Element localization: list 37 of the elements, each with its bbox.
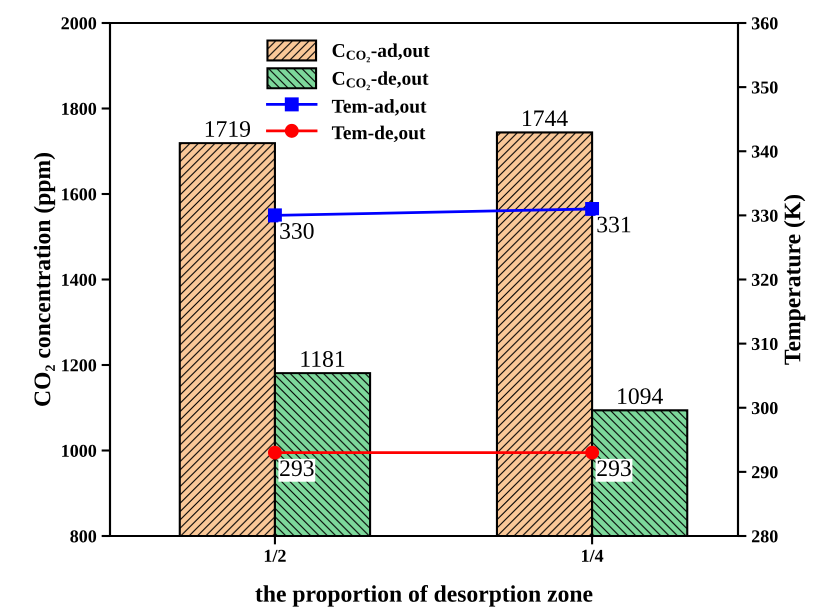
y2-tick-label: 290 <box>752 466 778 478</box>
y-tick-label: 1600 <box>62 188 96 200</box>
data-label: 331 <box>597 216 630 233</box>
y2-axis-title: Temperature (K) <box>784 194 806 365</box>
legend-label: C$_{CO₂}$-ad,out <box>332 43 430 62</box>
y2-tick-label: 310 <box>752 338 778 350</box>
data-label: 1094 <box>618 388 663 404</box>
data-label: 293 <box>597 460 631 476</box>
y-axis-title: CO₂ concentration (ppm) <box>34 153 56 406</box>
y2-tick-label: 340 <box>752 146 778 158</box>
x-tick-label: 1/2 <box>264 550 286 562</box>
point <box>585 202 600 216</box>
x-tick-label: 1/4 <box>582 550 604 562</box>
y-tick-label: 1200 <box>62 359 96 372</box>
data-label: 1719 <box>206 121 250 137</box>
x-axis-title: the proportion of desorption zone <box>255 585 592 607</box>
point <box>585 446 600 460</box>
y2-tick-label: 360 <box>752 17 778 30</box>
y-tick-label: 2000 <box>61 17 96 30</box>
y-tick-label: 800 <box>70 530 96 542</box>
point <box>268 446 282 460</box>
y2-tick-label: 280 <box>752 530 778 542</box>
data-label: 293 <box>280 460 314 476</box>
y2-tick-label: 300 <box>752 402 778 414</box>
y-tick-label: 1000 <box>62 444 96 457</box>
data-label: 330 <box>280 223 314 239</box>
y2-tick-label: 330 <box>752 210 778 222</box>
legend-label: Tem-ad,out <box>332 99 426 116</box>
data-label: 1744 <box>522 110 568 126</box>
legend-label: C$_{CO₂}$-de,out <box>332 71 428 90</box>
legend-label: Tem-de,out <box>332 126 426 142</box>
y-tick-label: 1800 <box>62 102 96 115</box>
y2-tick-label: 350 <box>752 81 778 94</box>
y2-tick-label: 320 <box>752 274 778 286</box>
point <box>268 208 282 222</box>
y-tick-label: 1400 <box>62 274 96 286</box>
data-label: 1181 <box>301 351 344 367</box>
